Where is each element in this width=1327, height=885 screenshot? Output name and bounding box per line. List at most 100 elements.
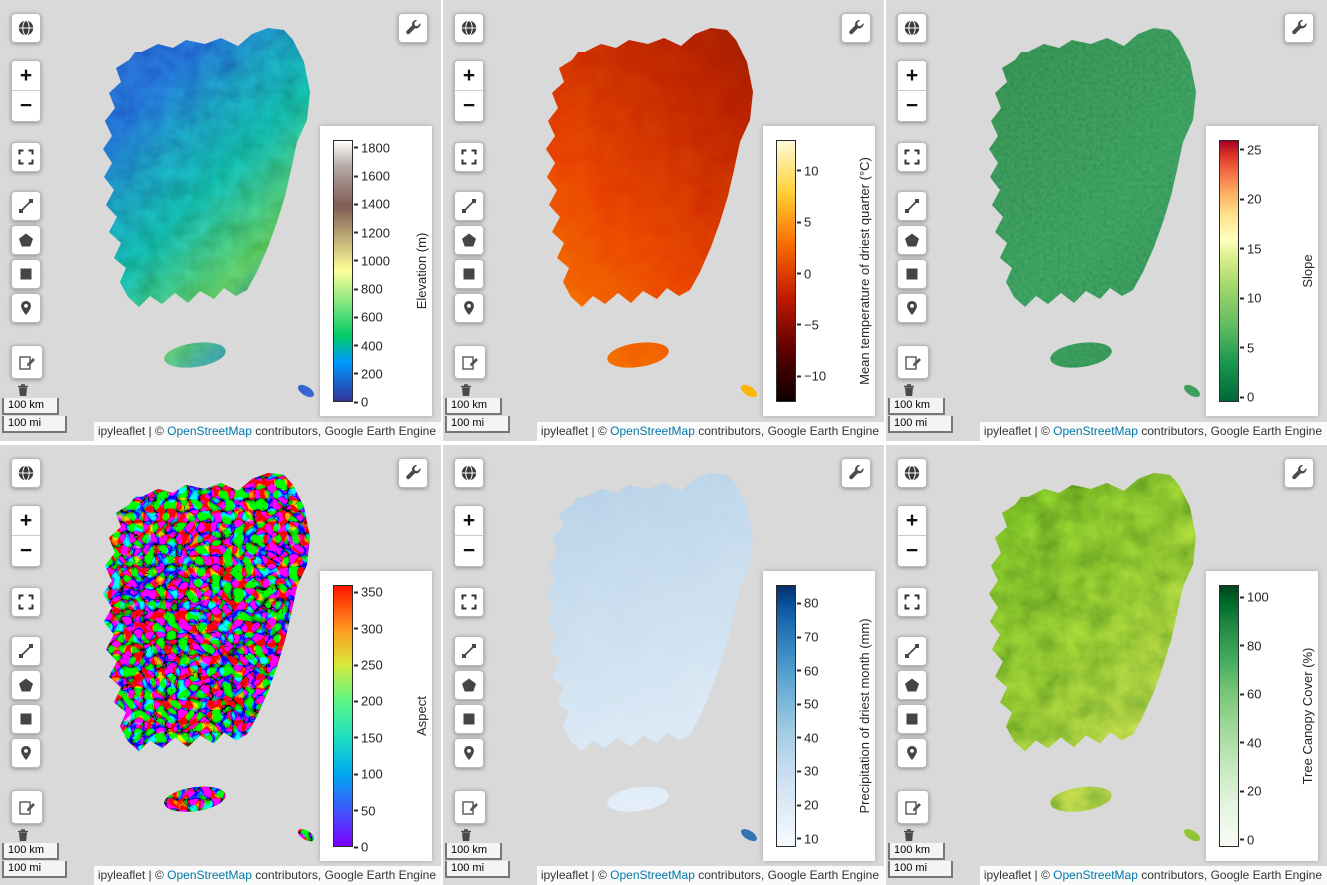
scale-km-label: 100 km: [888, 843, 945, 860]
map-canvas[interactable]: [443, 0, 884, 441]
openstreetmap-link[interactable]: OpenStreetMap: [610, 424, 695, 438]
edit-layers-button[interactable]: [454, 790, 486, 824]
edit-layers-button[interactable]: [897, 345, 929, 379]
delete-layers-button[interactable]: [458, 828, 474, 842]
tick-label: 1600: [361, 168, 390, 184]
delete-layers-button[interactable]: [901, 383, 917, 397]
colorbar-tick: 0: [1240, 390, 1254, 405]
toolbox-wrench-button[interactable]: [841, 13, 871, 43]
draw-marker-button[interactable]: [897, 293, 927, 323]
colorbar-tick: 1400: [354, 197, 390, 212]
map-canvas[interactable]: [443, 445, 884, 885]
zoom-in-button[interactable]: +: [12, 506, 40, 536]
openstreetmap-link[interactable]: OpenStreetMap: [167, 868, 252, 882]
basemap-globe-button[interactable]: [897, 13, 927, 43]
draw-rectangle-button[interactable]: [454, 259, 484, 289]
draw-rectangle-button[interactable]: [11, 259, 41, 289]
tick-label: 200: [361, 366, 383, 382]
draw-polygon-button[interactable]: [454, 670, 484, 700]
map-canvas[interactable]: [0, 0, 441, 441]
basemap-globe-button[interactable]: [897, 458, 927, 488]
edit-icon: [19, 356, 35, 370]
fullscreen-button[interactable]: [897, 142, 927, 172]
map-canvas[interactable]: [886, 0, 1327, 441]
delete-layers-button[interactable]: [15, 383, 31, 397]
draw-polyline-button[interactable]: [454, 191, 484, 221]
map-canvas[interactable]: [0, 445, 441, 885]
openstreetmap-link[interactable]: OpenStreetMap: [1053, 868, 1138, 882]
draw-rectangle-button[interactable]: [11, 704, 41, 734]
edit-layers-button[interactable]: [11, 790, 43, 824]
openstreetmap-link[interactable]: OpenStreetMap: [610, 868, 695, 882]
draw-polygon-button[interactable]: [897, 225, 927, 255]
draw-polyline-button[interactable]: [11, 191, 41, 221]
toolbox-wrench-button[interactable]: [1284, 458, 1314, 488]
toolbox-wrench-button[interactable]: [1284, 13, 1314, 43]
colorbar-tick: 300: [354, 621, 383, 636]
scale-mi-label: 100 mi: [888, 416, 953, 433]
colorbar-tick: 50: [354, 803, 375, 818]
draw-marker-button[interactable]: [11, 738, 41, 768]
draw-polygon-button[interactable]: [11, 670, 41, 700]
rectangle-icon: [463, 268, 475, 280]
openstreetmap-link[interactable]: OpenStreetMap: [1053, 424, 1138, 438]
map-canvas[interactable]: [886, 445, 1327, 885]
colorbar-tick: 70: [797, 630, 818, 645]
zoom-in-button[interactable]: +: [898, 61, 926, 91]
draw-polyline-button[interactable]: [454, 636, 484, 666]
wrench-icon: [405, 464, 421, 479]
fullscreen-button[interactable]: [454, 142, 484, 172]
zoom-out-button[interactable]: −: [12, 536, 40, 566]
tick-mark: [354, 288, 358, 291]
colorbar-axis-label: Mean temperature of driest quarter (°C): [857, 157, 872, 385]
zoom-in-button[interactable]: +: [455, 61, 483, 91]
draw-polygon-button[interactable]: [454, 225, 484, 255]
zoom-in-button[interactable]: +: [898, 506, 926, 536]
draw-marker-button[interactable]: [454, 293, 484, 323]
edit-layers-button[interactable]: [897, 790, 929, 824]
raster-layer: [103, 472, 317, 844]
fullscreen-button[interactable]: [11, 142, 41, 172]
delete-layers-button[interactable]: [458, 383, 474, 397]
trash-icon: [461, 829, 471, 841]
draw-marker-button[interactable]: [897, 738, 927, 768]
tick-label: 0: [361, 839, 369, 855]
fullscreen-button[interactable]: [11, 587, 41, 617]
edit-layers-button[interactable]: [11, 345, 43, 379]
zoom-in-button[interactable]: +: [455, 506, 483, 536]
draw-polyline-button[interactable]: [897, 636, 927, 666]
zoom-out-button[interactable]: −: [898, 536, 926, 566]
toolbox-wrench-button[interactable]: [398, 458, 428, 488]
draw-rectangle-button[interactable]: [454, 704, 484, 734]
raster-layer: [989, 28, 1203, 400]
draw-rectangle-button[interactable]: [897, 259, 927, 289]
zoom-out-button[interactable]: −: [12, 91, 40, 121]
fullscreen-button[interactable]: [454, 587, 484, 617]
draw-polygon-button[interactable]: [897, 670, 927, 700]
toolbox-wrench-button[interactable]: [398, 13, 428, 43]
basemap-globe-button[interactable]: [11, 458, 41, 488]
basemap-globe-button[interactable]: [11, 13, 41, 43]
openstreetmap-link[interactable]: OpenStreetMap: [167, 424, 252, 438]
fullscreen-button[interactable]: [897, 587, 927, 617]
edit-layers-button[interactable]: [454, 345, 486, 379]
draw-marker-button[interactable]: [11, 293, 41, 323]
delete-layers-button[interactable]: [15, 828, 31, 842]
toolbox-wrench-button[interactable]: [841, 458, 871, 488]
zoom-in-button[interactable]: +: [12, 61, 40, 91]
basemap-globe-button[interactable]: [454, 458, 484, 488]
draw-polyline-button[interactable]: [11, 636, 41, 666]
zoom-out-button[interactable]: −: [455, 536, 483, 566]
tick-mark: [354, 591, 358, 594]
basemap-globe-button[interactable]: [454, 13, 484, 43]
draw-marker-button[interactable]: [454, 738, 484, 768]
draw-rectangle-button[interactable]: [897, 704, 927, 734]
colorbar-tick: 5: [1240, 340, 1254, 355]
zoom-out-button[interactable]: −: [898, 91, 926, 121]
zoom-out-button[interactable]: −: [455, 91, 483, 121]
tick-label: 800: [361, 281, 383, 297]
globe-icon: [904, 465, 920, 481]
draw-polygon-button[interactable]: [11, 225, 41, 255]
draw-polyline-button[interactable]: [897, 191, 927, 221]
delete-layers-button[interactable]: [901, 828, 917, 842]
